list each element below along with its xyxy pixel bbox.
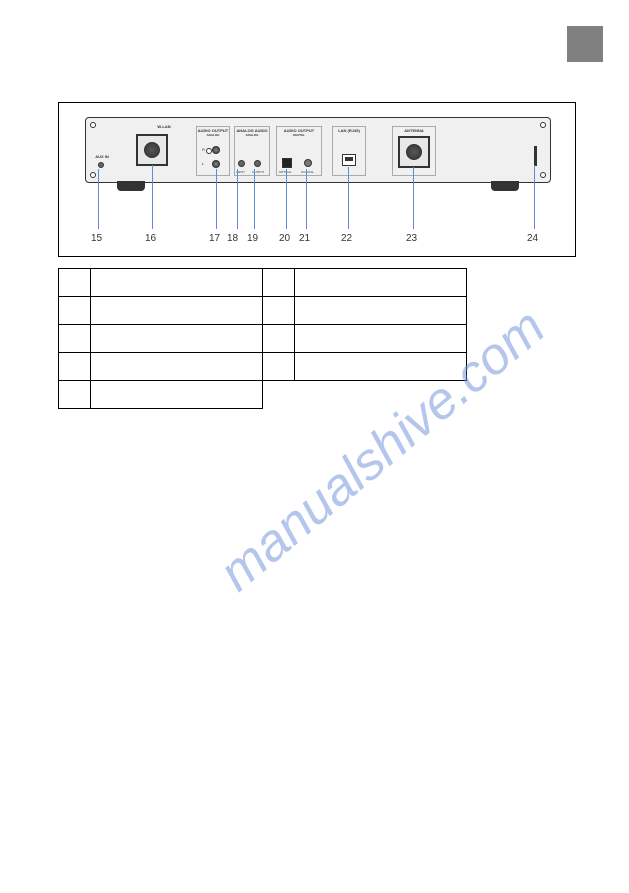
wlan-label: W-LAN — [134, 124, 194, 129]
table-cell — [91, 297, 263, 325]
audio-output-digital-box: AUDIO OUTPUT DIGITAL — [276, 126, 322, 176]
slot-icon — [534, 146, 537, 166]
wlan-antenna-port-icon — [136, 134, 168, 166]
screw-icon — [90, 172, 96, 178]
coaxial-jack-icon — [304, 159, 312, 167]
table-cell — [59, 297, 91, 325]
table-cell — [263, 269, 295, 297]
callout-line — [306, 169, 307, 229]
table-cell — [59, 269, 91, 297]
device-rear-panel: AUX IN W-LAN AUDIO OUTPUT ANALOG R L ANA… — [85, 117, 551, 183]
callout-number: 15 — [91, 233, 102, 244]
analog-audio-box: ANALOG AUDIO ANALOG — [234, 126, 270, 176]
screw-icon — [540, 172, 546, 178]
channel-l-label: L — [202, 161, 204, 166]
callout-line — [348, 167, 349, 229]
callout-number: 21 — [299, 233, 310, 244]
channel-r-label: R — [202, 147, 205, 152]
rj45-port-icon — [342, 154, 356, 166]
callout-line — [216, 169, 217, 229]
screw-icon — [540, 122, 546, 128]
callout-number: 16 — [145, 233, 156, 244]
callout-number: 19 — [247, 233, 258, 244]
callout-number: 22 — [341, 233, 352, 244]
page-tab — [567, 26, 603, 62]
screw-icon — [90, 122, 96, 128]
table-cell — [295, 353, 467, 381]
aux-in-label: AUX IN — [92, 154, 112, 159]
analog-output-jack-icon — [254, 160, 261, 167]
antenna-label: ANTENNA — [393, 127, 435, 133]
specification-table — [58, 268, 467, 409]
device-foot-icon — [491, 181, 519, 191]
lan-box: LAN (RJ45) — [332, 126, 366, 176]
device-foot-icon — [117, 181, 145, 191]
callout-line — [237, 169, 238, 229]
analog-input-jack-icon — [238, 160, 245, 167]
table-row — [59, 353, 467, 381]
table-cell — [91, 269, 263, 297]
lan-label: LAN (RJ45) — [333, 127, 365, 133]
rear-panel-diagram-frame: AUX IN W-LAN AUDIO OUTPUT ANALOG R L ANA… — [58, 102, 576, 257]
callout-line — [152, 165, 153, 229]
aux-in-jack-icon — [98, 162, 104, 168]
callout-line — [413, 167, 414, 229]
antenna-port-icon — [398, 136, 430, 168]
table-row — [59, 381, 467, 409]
table-cell — [59, 353, 91, 381]
table-cell — [59, 381, 91, 409]
table-cell — [295, 297, 467, 325]
table-cell — [91, 353, 263, 381]
callout-number: 18 — [227, 233, 238, 244]
callout-line — [286, 169, 287, 229]
table-cell — [295, 269, 467, 297]
callout-line — [534, 165, 535, 229]
table-cell — [263, 353, 295, 381]
table-cell — [91, 381, 263, 409]
coaxial-label: COAXIAL — [301, 170, 314, 174]
rca-r-jack-icon — [212, 146, 220, 154]
table-cell — [59, 325, 91, 353]
analog-sub-label: ANALOG — [197, 133, 229, 137]
callout-line — [254, 169, 255, 229]
callout-line — [98, 169, 99, 229]
rca-l-jack-icon — [212, 160, 220, 168]
callout-number: 20 — [279, 233, 290, 244]
analog-sub2-label: ANALOG — [235, 133, 269, 137]
table-cell-empty — [295, 381, 467, 409]
callout-number: 24 — [527, 233, 538, 244]
table-cell — [263, 297, 295, 325]
callout-number: 23 — [406, 233, 417, 244]
table-row — [59, 297, 467, 325]
table-cell — [263, 325, 295, 353]
table-cell-empty — [263, 381, 295, 409]
digital-sub-label: DIGITAL — [277, 133, 321, 137]
callout-number: 17 — [209, 233, 220, 244]
optical-port-icon — [282, 158, 292, 168]
table-cell — [295, 325, 467, 353]
table-cell — [91, 325, 263, 353]
table-row — [59, 325, 467, 353]
table-row — [59, 269, 467, 297]
